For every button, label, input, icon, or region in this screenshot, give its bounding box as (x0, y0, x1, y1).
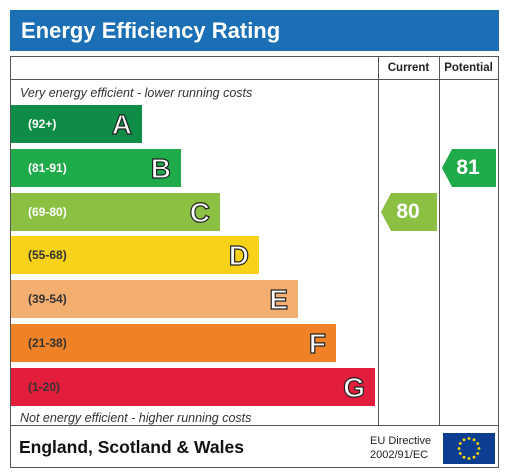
region-label: England, Scotland & Wales (19, 437, 244, 457)
eu-stars-icon (457, 437, 481, 460)
top-note: Very energy efficient - lower running co… (20, 86, 253, 100)
band-letter: B (150, 152, 171, 184)
band-letter: G (343, 371, 366, 403)
current-rating-arrow: 80 (381, 192, 437, 231)
band-range-label: (81-91) (28, 160, 67, 175)
eu-flag-icon (443, 433, 495, 464)
band-g: (1-20) G (11, 367, 375, 406)
header-divider (11, 79, 498, 80)
current-column-divider (378, 57, 379, 425)
band-letter: D (228, 240, 249, 272)
rating-chart: Current Potential Very energy efficient … (10, 56, 499, 468)
current-rating-shape (381, 192, 437, 231)
band-letter: F (308, 327, 326, 359)
band-range-label: (55-68) (28, 248, 67, 263)
eu-directive-line1: EU Directive (370, 435, 432, 447)
band-f: (21-38) F (11, 324, 336, 362)
band-a: (92+) A (11, 105, 142, 143)
potential-rating-value: 81 (456, 155, 480, 179)
band-d: (55-68) D (11, 236, 259, 275)
band-range-label: (21-38) (28, 336, 67, 350)
current-column-header: Current (387, 62, 430, 74)
potential-rating-shape (442, 148, 496, 187)
current-rating-value: 80 (396, 199, 420, 223)
band-letter: A (111, 108, 132, 140)
band-range-label: (92+) (28, 117, 57, 131)
potential-column-divider (439, 57, 440, 425)
band-range-label: (1-20) (28, 379, 61, 394)
footer-divider (11, 425, 498, 426)
band-c: (69-80) C (11, 192, 220, 231)
band-letter: E (269, 284, 289, 316)
eu-directive-text: EU Directive 2002/91/EC (370, 434, 431, 462)
potential-column-header: Potential (444, 62, 493, 74)
potential-rating-arrow: 81 (442, 148, 496, 187)
band-e: (39-54) E (11, 280, 298, 319)
bottom-note: Not energy efficient - higher running co… (20, 411, 252, 425)
band-b: (81-91) B (11, 148, 181, 187)
band-range-label: (39-54) (28, 292, 67, 307)
band-letter: C (189, 196, 210, 228)
band-range-label: (69-80) (28, 204, 67, 219)
eu-directive-line2: 2002/91/EC (370, 449, 429, 461)
page-title: Energy Efficiency Rating (10, 10, 499, 51)
